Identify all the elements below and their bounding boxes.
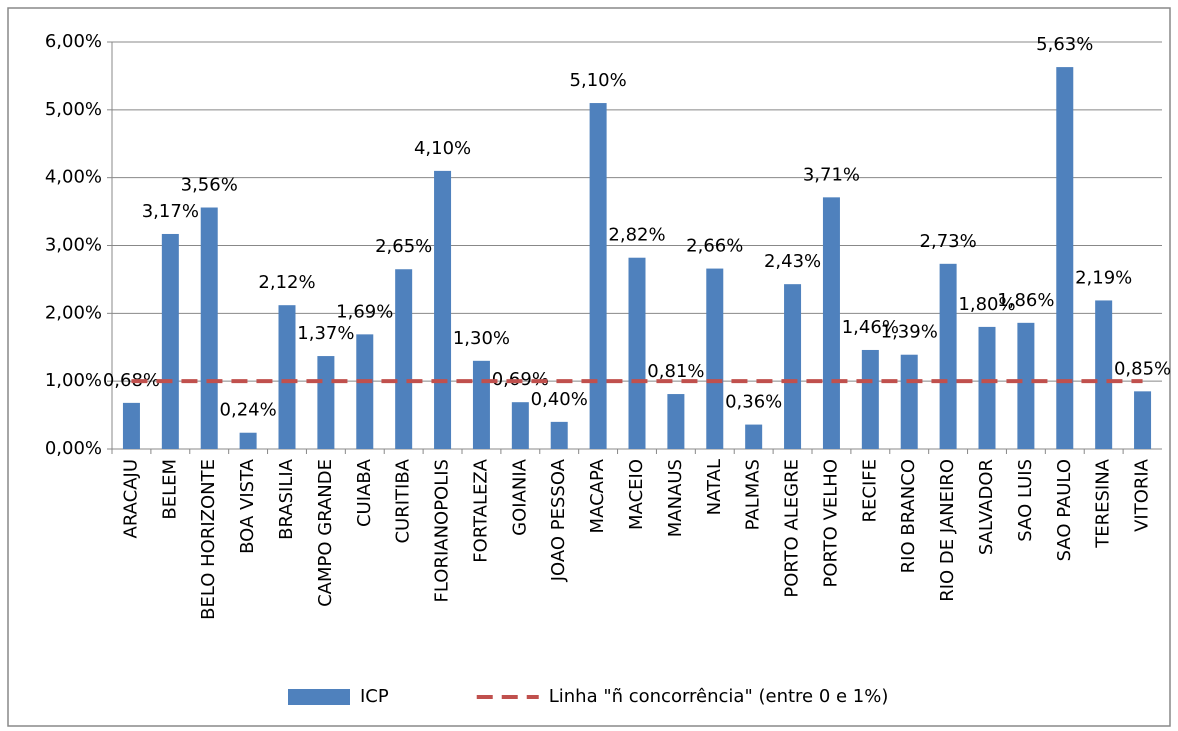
legend-label: Linha "ñ concorrência" (entre 0 e 1%) bbox=[549, 686, 889, 707]
bar bbox=[1017, 322, 1035, 449]
value-label: 1,69% bbox=[336, 301, 393, 322]
value-label: 0,40% bbox=[531, 389, 588, 410]
x-tick-label: BELEM bbox=[159, 459, 180, 520]
bar bbox=[161, 233, 179, 449]
value-label: 5,10% bbox=[570, 70, 627, 91]
value-label: 3,71% bbox=[803, 164, 860, 185]
x-tick-label: FORTALEZA bbox=[470, 458, 491, 562]
bar bbox=[978, 326, 996, 449]
value-label: 0,24% bbox=[220, 400, 277, 421]
y-tick-label: 2,00% bbox=[45, 302, 102, 323]
bar bbox=[706, 268, 724, 449]
value-label: 2,66% bbox=[686, 236, 743, 257]
y-tick-label: 4,00% bbox=[45, 167, 102, 188]
bar bbox=[200, 207, 218, 449]
bar bbox=[784, 284, 802, 449]
x-tick-label: TERESINA bbox=[1093, 458, 1114, 548]
bar bbox=[1056, 67, 1074, 450]
value-label: 2,73% bbox=[920, 231, 977, 252]
x-tick-label: MANAUS bbox=[665, 459, 686, 537]
value-label: 2,19% bbox=[1075, 267, 1132, 288]
x-tick-label: VITORIA bbox=[1132, 458, 1153, 532]
value-label: 1,80% bbox=[958, 294, 1015, 315]
x-tick-label: RECIFE bbox=[859, 459, 880, 522]
y-tick-label: 6,00% bbox=[45, 31, 102, 52]
bar bbox=[745, 424, 763, 449]
x-tick-label: ARACAJU bbox=[120, 459, 141, 538]
x-tick-label: RIO DE JANEIRO bbox=[937, 459, 958, 602]
x-tick-label: SALVADOR bbox=[976, 459, 997, 555]
bar bbox=[434, 170, 452, 449]
bar bbox=[667, 394, 685, 449]
x-tick-label: SAO PAULO bbox=[1054, 459, 1075, 561]
value-label: 1,39% bbox=[881, 322, 938, 343]
value-label: 3,17% bbox=[142, 201, 199, 222]
bar bbox=[317, 356, 335, 449]
bar bbox=[356, 334, 374, 449]
legend-label: ICP bbox=[360, 686, 389, 707]
y-tick-label: 0,00% bbox=[45, 438, 102, 459]
x-tick-label: SAO LUIS bbox=[1015, 459, 1036, 542]
x-tick-label: MACEIO bbox=[626, 459, 647, 530]
x-tick-label: MACAPA bbox=[587, 458, 608, 533]
x-tick-label: BOA VISTA bbox=[237, 458, 258, 554]
bar bbox=[278, 305, 296, 449]
y-tick-label: 3,00% bbox=[45, 235, 102, 256]
value-label: 1,30% bbox=[453, 328, 510, 349]
x-tick-label: RIO BRANCO bbox=[898, 459, 919, 573]
x-tick-label: CAMPO GRANDE bbox=[315, 459, 336, 607]
bar bbox=[122, 402, 140, 449]
value-label: 1,86% bbox=[997, 290, 1054, 311]
x-tick-label: CURITIBA bbox=[393, 458, 414, 543]
value-label: 1,46% bbox=[842, 317, 899, 338]
bar bbox=[900, 354, 918, 449]
value-label: 2,82% bbox=[608, 225, 665, 246]
bar bbox=[511, 402, 529, 449]
y-tick-label: 1,00% bbox=[45, 370, 102, 391]
x-tick-label: FLORIANOPOLIS bbox=[432, 459, 453, 602]
x-tick-label: JOAO PESSOA bbox=[548, 458, 569, 582]
x-tick-label: BELO HORIZONTE bbox=[198, 459, 219, 620]
value-label: 1,37% bbox=[297, 323, 354, 344]
value-label: 2,43% bbox=[764, 251, 821, 272]
bar bbox=[472, 360, 490, 449]
x-tick-label: CUIABA bbox=[354, 458, 375, 527]
x-tick-label: PORTO VELHO bbox=[820, 459, 841, 588]
value-label: 0,85% bbox=[1114, 358, 1171, 379]
bar bbox=[1134, 391, 1152, 449]
bar bbox=[822, 197, 840, 449]
legend-swatch bbox=[288, 689, 350, 705]
chart-frame bbox=[7, 7, 1171, 727]
x-tick-label: PALMAS bbox=[743, 459, 764, 530]
value-label: 4,10% bbox=[414, 138, 471, 159]
bar bbox=[861, 349, 879, 449]
value-label: 3,56% bbox=[181, 175, 238, 196]
value-label: 2,12% bbox=[258, 272, 315, 293]
value-label: 0,81% bbox=[647, 361, 704, 382]
bar bbox=[239, 432, 257, 449]
bar bbox=[550, 421, 568, 449]
x-tick-label: BRASILIA bbox=[276, 458, 297, 540]
bar bbox=[1095, 300, 1113, 449]
x-tick-label: NATAL bbox=[704, 459, 725, 515]
bar bbox=[589, 103, 607, 450]
bar bbox=[395, 269, 413, 449]
bar bbox=[628, 257, 646, 449]
y-tick-label: 5,00% bbox=[45, 99, 102, 120]
bar bbox=[939, 263, 957, 449]
x-tick-label: PORTO ALEGRE bbox=[782, 459, 803, 598]
value-label: 2,65% bbox=[375, 236, 432, 257]
x-tick-label: GOIANIA bbox=[509, 458, 530, 536]
value-label: 5,63% bbox=[1036, 34, 1093, 55]
value-label: 0,36% bbox=[725, 392, 782, 413]
